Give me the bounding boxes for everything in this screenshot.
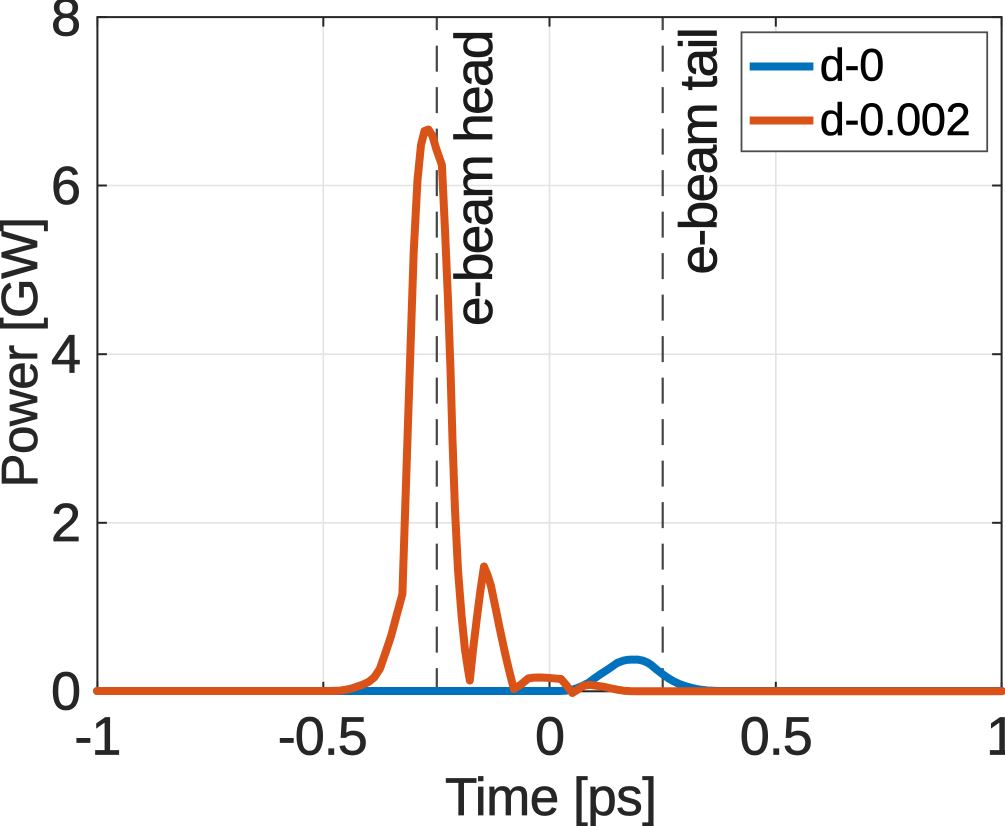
svg-text:e-beam tail: e-beam tail [670, 29, 729, 275]
svg-text:6: 6 [51, 156, 80, 216]
svg-text:0: 0 [535, 707, 564, 767]
svg-text:2: 2 [51, 493, 80, 553]
svg-text:d-0: d-0 [820, 40, 884, 91]
svg-text:Time [ps]: Time [ps] [445, 768, 656, 826]
svg-text:1: 1 [986, 707, 1005, 767]
svg-text:4: 4 [51, 325, 80, 385]
svg-text:-0.5: -0.5 [278, 707, 367, 767]
svg-text:8: 8 [51, 0, 80, 47]
svg-text:-1: -1 [74, 707, 120, 767]
svg-text:0: 0 [51, 662, 80, 722]
svg-text:e-beam head: e-beam head [445, 31, 504, 326]
svg-text:0.5: 0.5 [740, 707, 812, 767]
svg-text:Power [GW]: Power [GW] [0, 218, 48, 488]
svg-text:d-0.002: d-0.002 [820, 94, 971, 145]
